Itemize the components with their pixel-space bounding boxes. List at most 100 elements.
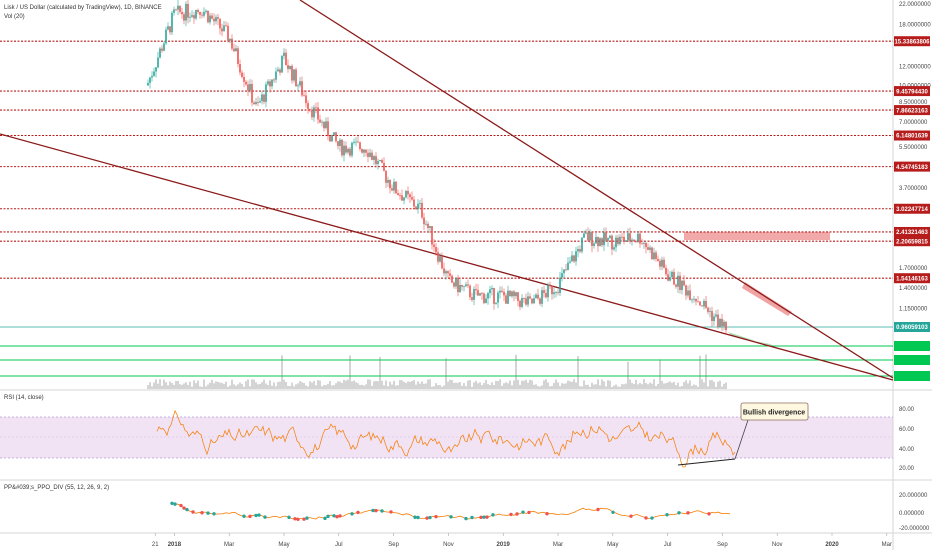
candle-body [477,290,479,296]
ppo-divergence-dot [326,514,330,519]
volume-bar [365,384,367,389]
candle-body [373,156,375,160]
candle-body [581,237,583,252]
volume-bar [705,354,707,389]
volume-bar [693,384,695,389]
time-axis-label: Nov [443,542,454,548]
volume-bar [335,383,337,389]
ppo-divergence-dot [677,511,681,515]
volume-bar [559,386,561,389]
volume-bar [553,383,555,389]
volume-bar [715,386,717,389]
volume-bar [697,386,699,389]
volume-bar [669,381,671,389]
candle-body [251,84,253,103]
volume-bar [603,381,605,389]
price-axis-label: 1.7000000 [899,266,928,272]
price-level-value: 0.96059103 [896,325,928,331]
volume-bar [191,386,193,389]
candle-body [455,277,457,287]
volume-label: Vol (20) [4,14,25,20]
price-axis-label: 1.4000000 [899,286,928,292]
candle-body [213,18,215,22]
volume-bar [495,380,497,389]
volume-bar [309,381,311,389]
volume-bar [337,381,339,389]
candle-body [247,84,249,91]
ppo-divergence-dot [191,510,195,514]
volume-bar [175,380,177,389]
candle-body [423,217,425,225]
volume-bar [643,379,645,389]
price-level-value: 6.14801639 [896,134,928,140]
volume-bar [235,385,237,389]
candle-body [375,156,377,165]
candle-body [335,132,337,142]
volume-bar [407,381,409,389]
candle-body [555,292,557,294]
candle-body [689,290,691,301]
volume-bar [497,381,499,389]
candle-body [723,321,725,327]
candle-body [695,298,697,302]
candle-body [295,69,297,87]
candle-body [493,287,495,304]
candle-body [389,180,391,189]
ppo-divergence-dot [629,514,633,518]
volume-bar [325,385,327,389]
volume-bar [487,384,489,389]
ppo-divergence-dot [413,515,417,519]
volume-bar [485,379,487,389]
candle-body [291,65,293,81]
rsi-axis-label: 80.00 [899,407,915,413]
price-axis-label: 18.0000000 [899,23,931,29]
volume-bar [223,384,225,389]
volume-bar [395,385,397,389]
volume-bar [153,382,155,389]
ppo-divergence-dot [302,517,306,521]
candle-body [311,109,313,118]
volume-bar [565,383,567,389]
candle-body [365,149,367,153]
candle-body [447,271,449,274]
volume-bar [149,382,151,389]
volume-bar [701,379,703,389]
candle-body [613,247,615,250]
ppo-divergence-dot [665,513,669,517]
volume-bar [401,380,403,389]
support-level-tag [894,341,930,351]
candle-body [479,293,481,296]
volume-bar [499,379,501,389]
candle-body [483,293,485,304]
volume-bar [311,382,313,389]
volume-bar [227,386,229,389]
volume-bar [225,381,227,389]
ppo-divergence-dot [371,508,375,513]
volume-bar [369,379,371,389]
volume-bar [493,385,495,389]
volume-bar [615,384,617,389]
candle-body [615,237,617,248]
volume-bar [157,383,159,389]
chart-title: Lisk / US Dollar (calculated by TradingV… [4,5,162,11]
volume-bar [351,381,353,389]
candle-body [559,277,561,294]
candle-body [603,232,605,246]
volume-bar [285,381,287,389]
candle-body [275,71,277,80]
candle-body [351,142,353,156]
candle-body [303,95,305,97]
ppo-divergence-dot [650,516,654,520]
candle-body [189,16,191,18]
volume-bar [403,381,405,389]
volume-bar [593,384,595,389]
candle-body [505,295,507,304]
volume-bar [177,381,179,389]
ppo-divergence-dot [464,516,468,521]
candle-body [343,145,345,156]
volume-bar [543,380,545,389]
price-level-tag [894,130,930,141]
ppo-divergence-dot [173,502,177,506]
annotation-callout[interactable] [740,402,809,421]
